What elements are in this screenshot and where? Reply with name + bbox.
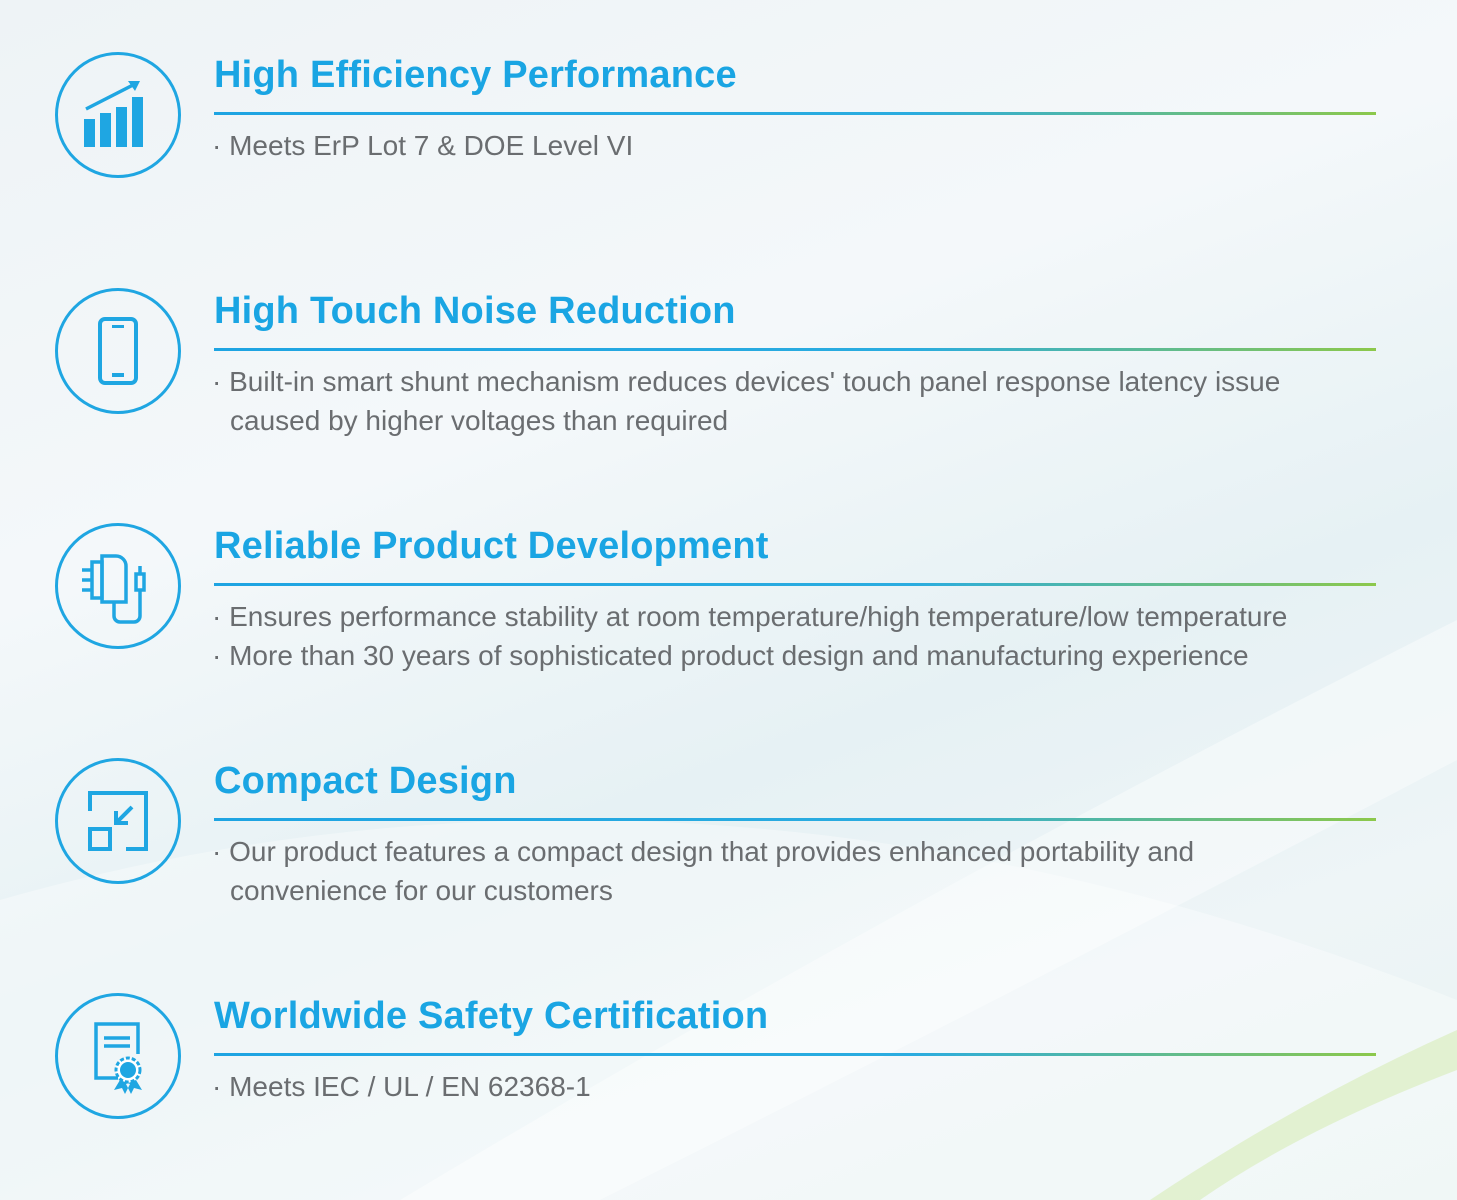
feature-title: High Touch Noise Reduction <box>214 290 736 332</box>
feature-safety-certification: Worldwide Safety Certification · Meets I… <box>0 993 1457 1193</box>
certificate-icon <box>55 993 181 1119</box>
description-line: · Meets ErP Lot 7 & DOE Level VI <box>212 130 634 161</box>
description-line: caused by higher voltages than required <box>230 405 729 436</box>
feature-compact-design: Compact Design · Our product features a … <box>0 758 1457 958</box>
description-line: · Meets IEC / UL / EN 62368-1 <box>212 1071 591 1102</box>
feature-title: High Efficiency Performance <box>214 54 737 96</box>
feature-description: · Our product features a compact design … <box>212 832 1194 910</box>
feature-reliable-development: Reliable Product Development · Ensures p… <box>0 523 1457 723</box>
feature-title: Reliable Product Development <box>214 525 769 567</box>
description-line: · Built-in smart shunt mechanism reduces… <box>212 366 1281 397</box>
feature-touch-noise: High Touch Noise Reduction · Built-in sm… <box>0 288 1457 488</box>
feature-title: Worldwide Safety Certification <box>214 995 769 1037</box>
feature-description: · Built-in smart shunt mechanism reduces… <box>212 362 1280 440</box>
divider <box>214 348 1376 351</box>
description-line: convenience for our customers <box>230 875 613 906</box>
divider <box>214 112 1376 115</box>
divider <box>214 818 1376 821</box>
smartphone-icon <box>55 288 181 414</box>
feature-description: · Ensures performance stability at room … <box>212 597 1287 675</box>
description-line: · Our product features a compact design … <box>212 836 1195 867</box>
description-line: · More than 30 years of sophisticated pr… <box>212 640 1249 671</box>
compact-resize-icon <box>55 758 181 884</box>
divider <box>214 583 1376 586</box>
feature-title: Compact Design <box>214 760 517 802</box>
growth-chart-icon <box>55 52 181 178</box>
charger-adapter-icon <box>55 523 181 649</box>
description-line: · Ensures performance stability at room … <box>212 601 1288 632</box>
feature-description: · Meets IEC / UL / EN 62368-1 <box>212 1067 591 1106</box>
feature-high-efficiency: High Efficiency Performance · Meets ErP … <box>0 52 1457 252</box>
divider <box>214 1053 1376 1056</box>
feature-description: · Meets ErP Lot 7 & DOE Level VI <box>212 126 633 165</box>
